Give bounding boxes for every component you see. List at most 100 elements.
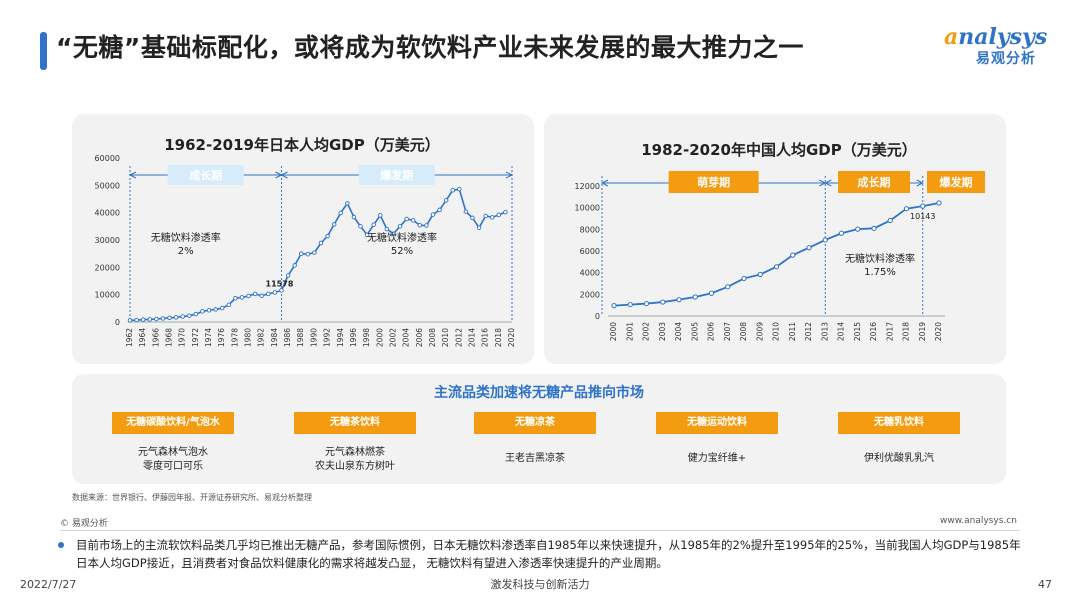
japan-x-tick-label: 1966 [151, 328, 160, 347]
japan-boom-arrow-head-right [505, 171, 514, 179]
japan-growth-arrow-head-left [128, 171, 137, 179]
china-x-tick-label: 2016 [869, 322, 878, 341]
japan-gdp-point [140, 317, 146, 322]
japan-x-tick-label: 2010 [441, 328, 450, 347]
china-gdp-chart: 0 2000 4000 6000 8000 10000 12000 2000 2001 2002 2… [575, 171, 985, 341]
china-x-tick-label: 2000 [609, 322, 618, 341]
japan-gdp-panel: 1962-2019年日本人均GDP（万美元） 0 10000 20000 30000 4… [72, 114, 534, 364]
japan-gdp-point [298, 251, 304, 256]
japan-y-tick-label: 30000 [95, 236, 120, 245]
category-brands: 王老吉黑凉茶 [505, 453, 565, 464]
japan-gdp-point [410, 218, 416, 223]
china-gdp-point [806, 245, 812, 251]
japan-gdp-point [200, 309, 205, 314]
copyright: © 易观分析 [60, 519, 108, 529]
japan-x-tick-label: 1982 [257, 328, 266, 347]
footer-slogan: 激发科技与创新活力 [490, 578, 590, 591]
china-penetration-label: 无糖饮料渗透率 1.75% [845, 252, 915, 278]
china-data-label: 10143 [910, 212, 935, 221]
japan-period-label-1: 爆发期 [380, 168, 413, 182]
japan-gdp-point [503, 209, 508, 215]
china-period-box [838, 171, 910, 193]
china-x-tick-label: 2009 [755, 322, 764, 341]
japan-y-tick-label: 50000 [95, 181, 120, 190]
logo-letter-a: a [944, 24, 959, 50]
china-gdp-point [643, 300, 650, 307]
japan-x-tick-label: 2008 [428, 328, 437, 347]
china-gdp-point [757, 271, 763, 278]
china-period-label-1: 成长期 [858, 175, 891, 189]
japan-gdp-point [285, 273, 291, 278]
title-accent-bar [40, 32, 47, 70]
japan-x-tick-label: 2002 [388, 328, 397, 347]
china-x-tick-label: 2001 [625, 322, 634, 341]
china-period-box [927, 171, 985, 193]
japan-x-tick-label: 2000 [375, 328, 384, 347]
japan-gdp-line [129, 188, 506, 322]
japan-gdp-point [397, 224, 403, 229]
japan-gdp-point [318, 240, 324, 246]
japan-gdp-point [378, 213, 383, 218]
japan-y-tick-label: 0 [115, 318, 120, 327]
japan-gdp-point [391, 231, 396, 236]
japan-x-tick-label: 1976 [217, 328, 226, 347]
china-period-box [668, 171, 759, 193]
category-brands: 伊利优酸乳乳汽 [864, 453, 934, 464]
japan-x-tick-label: 1992 [323, 328, 332, 347]
china-gdp-point [822, 237, 828, 243]
china-x-tick-label: 2012 [804, 322, 813, 341]
japan-gdp-point [239, 295, 245, 300]
japan-x-tick-label: 1972 [191, 328, 200, 347]
japan-gdp-point [371, 222, 376, 227]
china-gdp-point [871, 225, 877, 231]
china-x-tick-label: 2008 [739, 322, 748, 341]
japan-gdp-point [443, 198, 449, 203]
china-gdp-point [611, 303, 617, 309]
japan-x-tick-label: 1990 [309, 328, 318, 347]
japan-gdp-point [384, 226, 390, 232]
japan-gdp-point [272, 290, 278, 295]
japan-gdp-point [430, 212, 436, 217]
china-y-tick-label: 0 [595, 312, 600, 321]
japan-gdp-point [246, 293, 251, 299]
japan-chart-title: 1962-2019年日本人均GDP（万美元） [164, 136, 440, 154]
japan-x-tick-label: 1964 [138, 328, 147, 347]
website-link[interactable]: www.analysys.cn [940, 516, 1017, 526]
analysys-logo: analysys 易观分析 [944, 24, 1064, 80]
category-brands: 元气森林气泡水 零度可口可乐 [138, 447, 208, 472]
japan-gdp-point [160, 316, 166, 321]
china-gdp-point [887, 217, 893, 224]
china-gdp-point [627, 301, 633, 308]
japan-x-tick-label: 1968 [165, 328, 174, 347]
china-gdp-point [725, 284, 731, 290]
market-title: 主流品类加速将无糖产品推向市场 [434, 385, 644, 401]
japan-x-tick-label: 2016 [481, 328, 490, 347]
china-x-tick-label: 2010 [772, 322, 781, 341]
china-x-tick-label: 2011 [788, 322, 797, 341]
japan-gdp-point [233, 295, 238, 301]
japan-gdp-point [457, 186, 462, 192]
page-title: “无糖”基础标配化，或将成为软饮料产业未来发展的最大推力之一 [56, 33, 804, 62]
japan-x-tick-label: 1984 [270, 328, 279, 347]
japan-gdp-point [496, 212, 502, 218]
china-x-tick-label: 2003 [658, 322, 667, 341]
japan-x-tick-label: 2014 [467, 328, 476, 347]
japan-gdp-point [489, 215, 495, 220]
japan-x-tick-label: 1988 [296, 328, 305, 347]
japan-gdp-point [325, 233, 330, 239]
china-x-tick-label: 2019 [918, 322, 927, 341]
category-tag: 无糖运动饮料 [656, 412, 778, 434]
china-gdp-point [676, 297, 682, 303]
japan-gdp-point [279, 288, 284, 293]
japan-x-tick-label: 1980 [244, 328, 253, 347]
japan-x-tick-label: 1994 [336, 328, 345, 347]
japan-gdp-point [351, 214, 357, 220]
china-gdp-point [660, 299, 666, 305]
china-y-tick-label: 2000 [580, 290, 600, 299]
category-brands: 元气森林燃茶 农夫山泉东方树叶 [315, 447, 395, 472]
japan-gdp-point [424, 223, 429, 228]
china-x-tick-label: 2002 [642, 322, 651, 341]
china-x-tick-label: 2007 [723, 322, 732, 341]
japan-x-tick-label: 1998 [362, 328, 371, 347]
china-gdp-point [692, 294, 698, 300]
